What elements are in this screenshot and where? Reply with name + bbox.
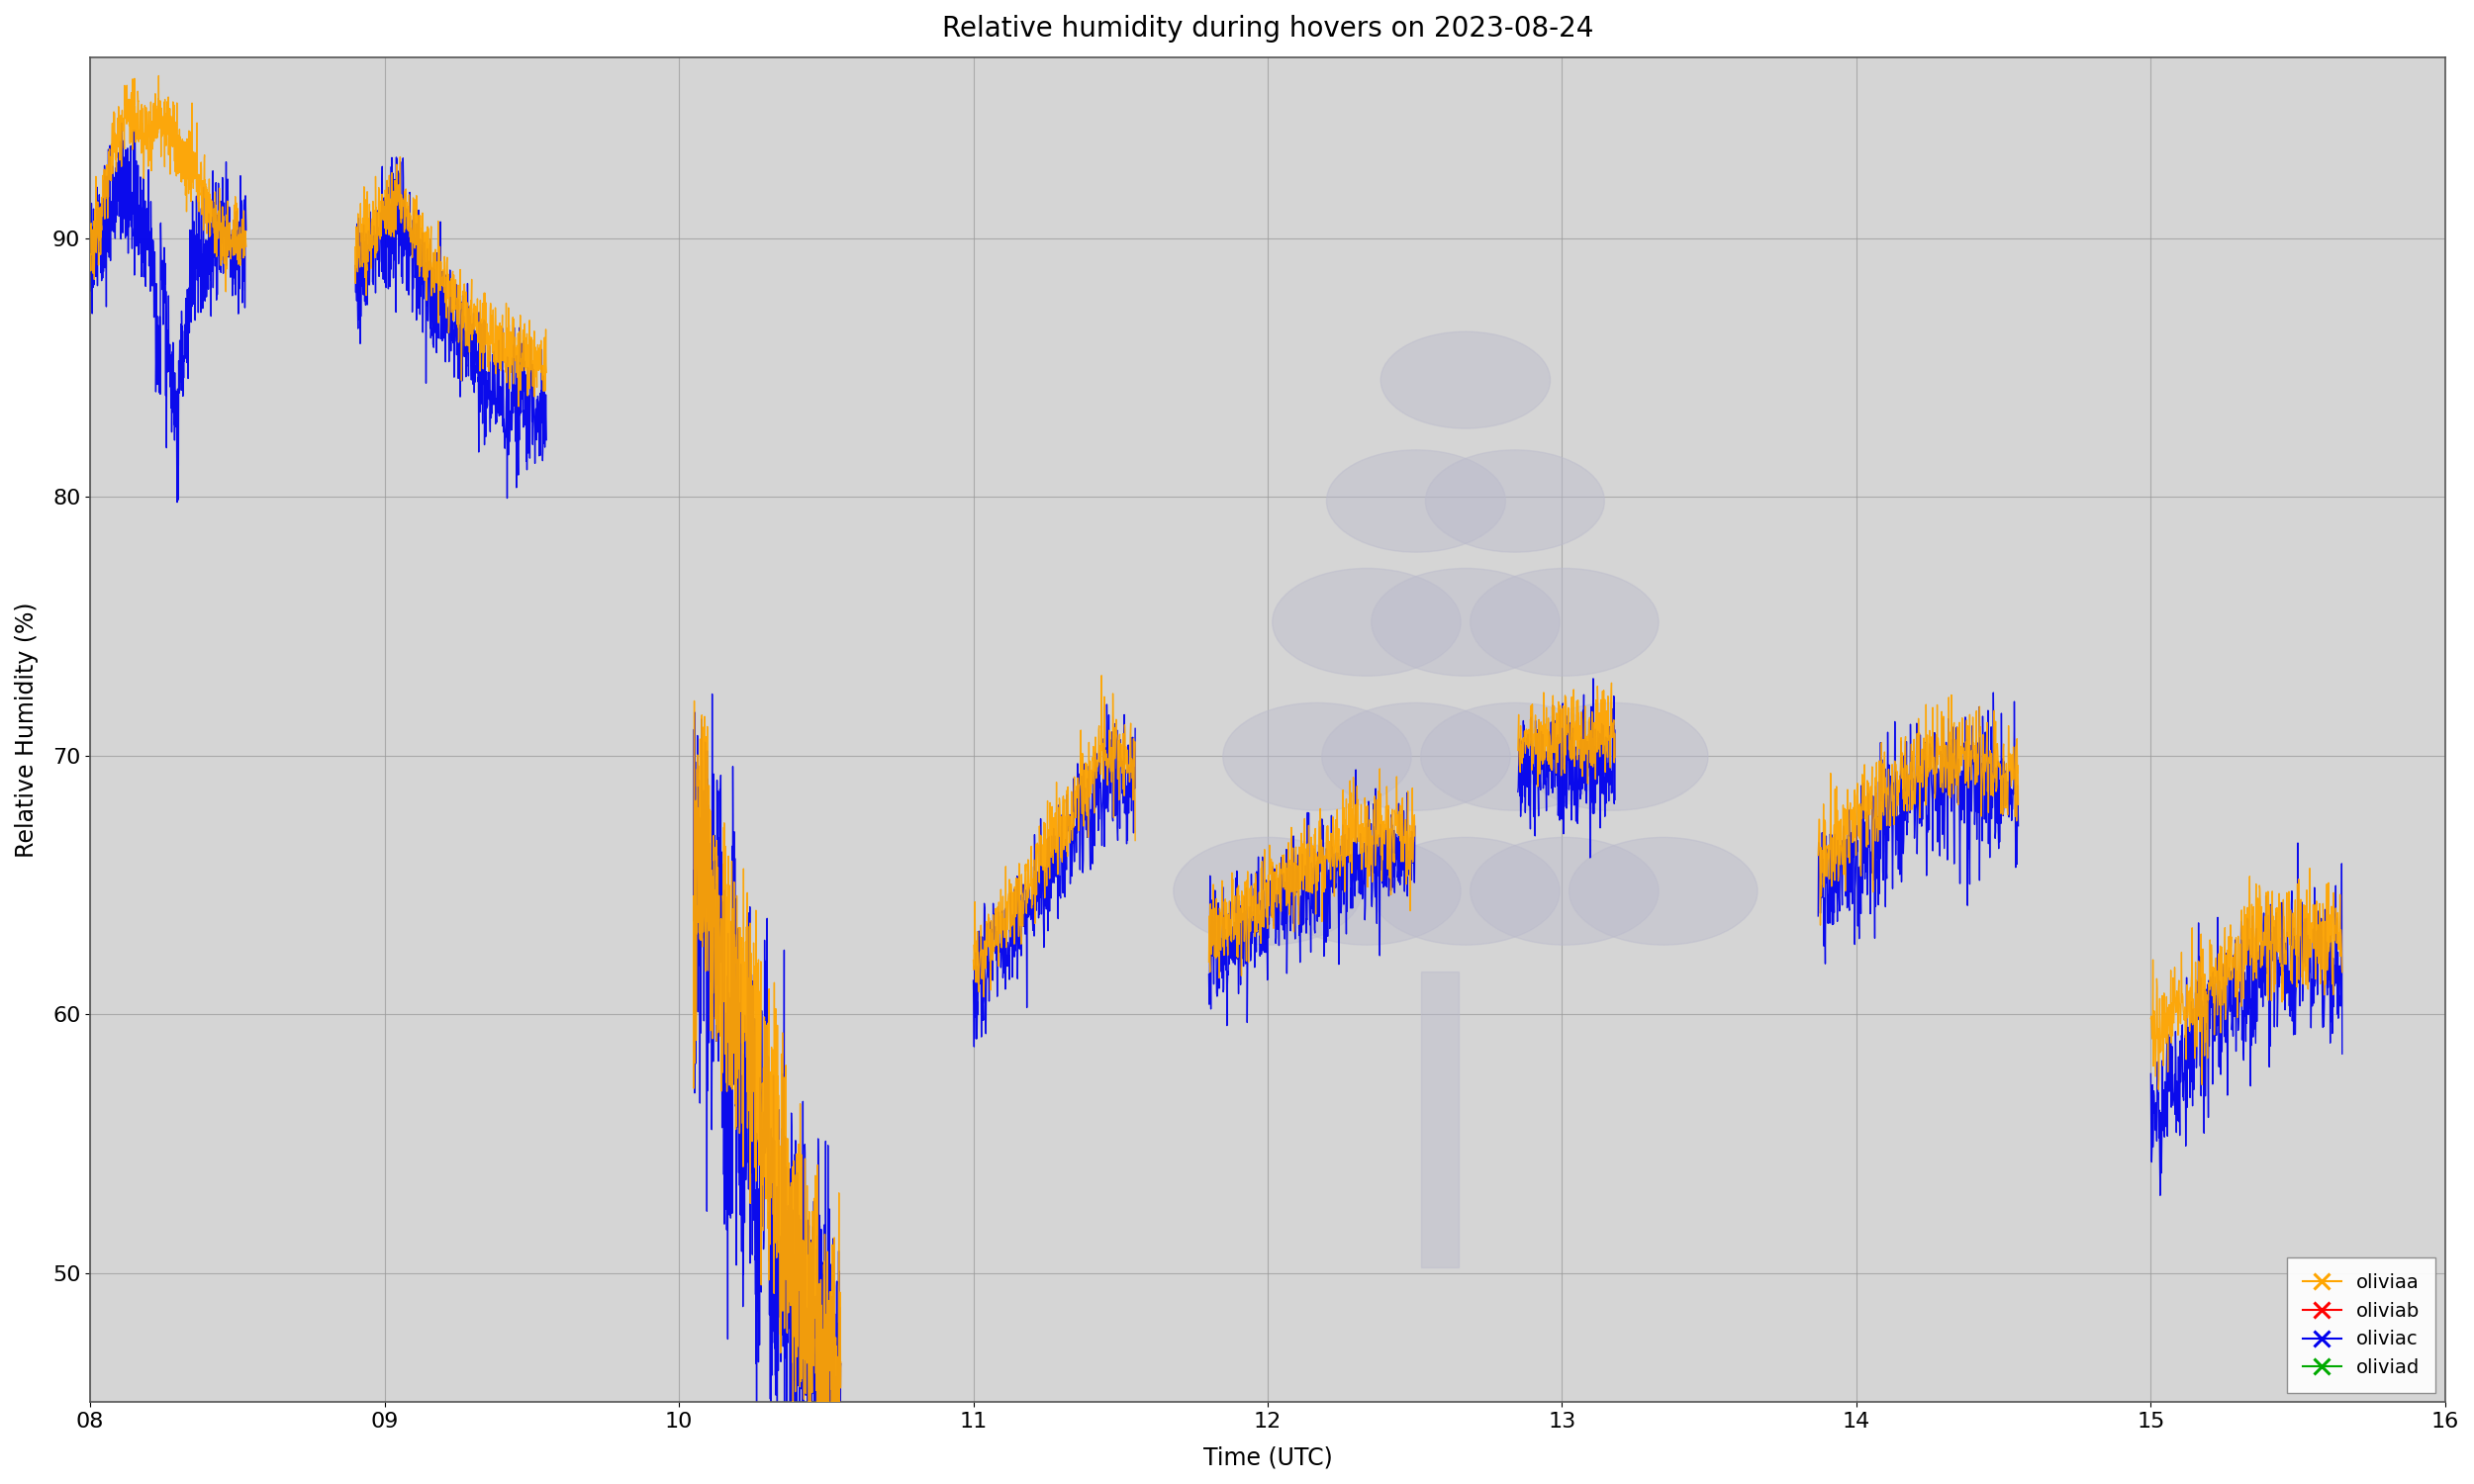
- Circle shape: [1425, 450, 1606, 552]
- Circle shape: [1470, 568, 1658, 675]
- Circle shape: [1371, 568, 1559, 675]
- Circle shape: [1519, 703, 1707, 810]
- Circle shape: [1321, 703, 1509, 810]
- Bar: [1420, 972, 1460, 1267]
- Circle shape: [1326, 450, 1507, 552]
- Y-axis label: Relative Humidity (%): Relative Humidity (%): [15, 603, 40, 858]
- Circle shape: [1569, 837, 1757, 945]
- Legend: oliviaa, oliviab, oliviac, oliviad: oliviaa, oliviab, oliviac, oliviad: [2288, 1258, 2434, 1392]
- Title: Relative humidity during hovers on 2023-08-24: Relative humidity during hovers on 2023-…: [943, 15, 1593, 43]
- Circle shape: [1272, 837, 1460, 945]
- Circle shape: [1371, 837, 1559, 945]
- Circle shape: [1420, 703, 1608, 810]
- Circle shape: [1272, 568, 1460, 675]
- Circle shape: [1380, 331, 1551, 429]
- X-axis label: Time (UTC): Time (UTC): [1202, 1445, 1333, 1469]
- Circle shape: [1222, 703, 1410, 810]
- Circle shape: [1173, 837, 1361, 945]
- Circle shape: [1470, 837, 1658, 945]
